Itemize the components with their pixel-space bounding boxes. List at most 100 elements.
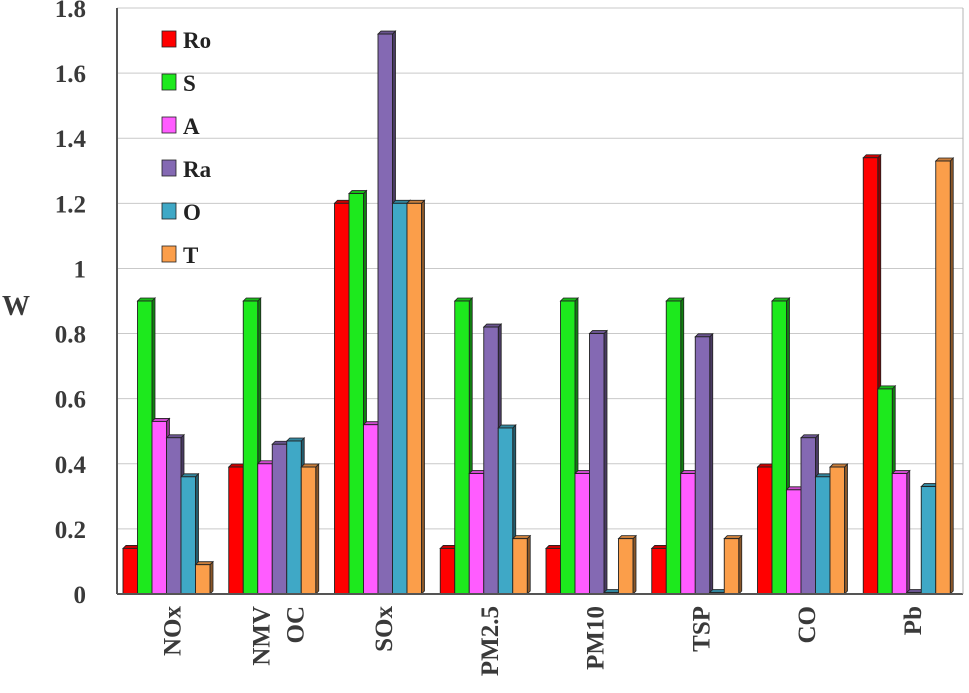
bar-top (151, 418, 171, 422)
bar-top (588, 330, 608, 334)
bar-front (560, 300, 576, 595)
bar-front (891, 473, 908, 595)
bar-side (632, 534, 637, 595)
bar-top (194, 561, 214, 566)
y-tick-label: 0.8 (55, 322, 86, 349)
bar-front (122, 547, 138, 595)
bar-front (166, 437, 182, 595)
y-tick-label: 0 (74, 582, 87, 609)
bar-top (694, 333, 714, 338)
bar-front (195, 564, 211, 595)
x-category-label: Pb (900, 606, 927, 635)
bar-top (876, 385, 897, 390)
y-tick-label: 1.8 (55, 0, 86, 23)
bar-front (800, 437, 816, 595)
bar-front (300, 466, 317, 595)
bar-front (271, 443, 288, 595)
legend-item-ra: Ra (161, 157, 212, 182)
bar-front (815, 476, 831, 595)
bar-side (738, 534, 743, 595)
bar-front (574, 473, 590, 595)
bar-side (421, 199, 425, 595)
legend-label: S (183, 71, 196, 96)
legend-swatch (161, 159, 177, 177)
bar-front (651, 547, 667, 595)
bar-front (228, 466, 244, 595)
bar-t-co (829, 463, 849, 595)
legend-item-o: O (161, 200, 201, 225)
bar-front (935, 160, 951, 595)
bar-side (526, 534, 531, 595)
x-category-labels: NOx NMV OC SOx PM2.5 PM10 TSP CO Pb (160, 606, 927, 677)
legend-label: O (183, 200, 201, 225)
bar-front (392, 202, 408, 595)
x-category-label: NOx (160, 606, 187, 657)
bar-t-pm25 (511, 534, 532, 595)
y-tick-label: 0.4 (55, 452, 87, 479)
y-tick-label: 1.4 (55, 126, 87, 153)
y-tick-label: 1.2 (55, 191, 86, 218)
bar-front (483, 326, 499, 595)
legend-swatch (161, 202, 177, 220)
bar-side (709, 332, 714, 595)
bar-ra-pm10 (588, 329, 608, 595)
bar-front (468, 473, 485, 595)
bar-front (348, 193, 364, 595)
x-category-label: SOx (371, 606, 398, 652)
legend-item-s: S (161, 71, 196, 96)
bar-front (454, 300, 470, 595)
bar-front (680, 473, 696, 595)
x-category-label: CO (794, 606, 821, 644)
x-category-label: NMV (248, 606, 275, 666)
bar-t-sox (406, 199, 426, 595)
bar-top (559, 297, 579, 302)
bar-front (877, 388, 893, 595)
bar-top (829, 463, 849, 468)
legend-label: A (183, 114, 200, 139)
bar-t-nox (194, 560, 214, 595)
bar-front (862, 157, 879, 595)
bar-front (618, 538, 634, 595)
bar-front (545, 547, 561, 595)
bar-top (285, 437, 306, 442)
bar-top (453, 297, 474, 302)
legend-swatch (161, 245, 177, 263)
bar-front (829, 466, 845, 595)
y-tick-label: 0.2 (55, 517, 86, 544)
bar-front (589, 333, 605, 595)
bar-side (603, 329, 608, 595)
bar-top (891, 470, 911, 474)
bar-front (920, 486, 937, 595)
bar-t-nmvoc (300, 463, 320, 595)
bar-front (771, 300, 787, 595)
bar-a-pb (891, 469, 911, 595)
bar-top (771, 297, 791, 302)
bar-front (512, 538, 528, 595)
legend-swatch (161, 73, 177, 91)
bar-front (786, 489, 802, 595)
bar-front (257, 463, 273, 595)
bar-top (482, 323, 503, 328)
bar-top (136, 297, 156, 302)
x-category-label: TSP (688, 606, 715, 652)
bar-top (617, 535, 637, 540)
x-category-label: OC (282, 606, 309, 644)
bar-front (242, 300, 259, 595)
y-tick-label: 0.6 (55, 387, 86, 414)
bar-top (497, 424, 517, 429)
bar-top (665, 297, 685, 302)
y-axis-title: W (2, 291, 30, 322)
axes (116, 8, 964, 595)
bar-front (497, 427, 514, 595)
bars (122, 30, 955, 595)
bar-front (286, 440, 302, 595)
bar-front (406, 202, 422, 595)
y-tick-label: 1.6 (55, 61, 86, 88)
legend-label: T (183, 243, 198, 268)
legend: Ro SA Ra OT (161, 28, 212, 268)
x-category-label: PM10 (583, 606, 610, 670)
bar-side (949, 157, 954, 595)
bar-side (844, 463, 848, 595)
bar-t-tsp (723, 534, 743, 595)
bar-top (800, 434, 820, 439)
